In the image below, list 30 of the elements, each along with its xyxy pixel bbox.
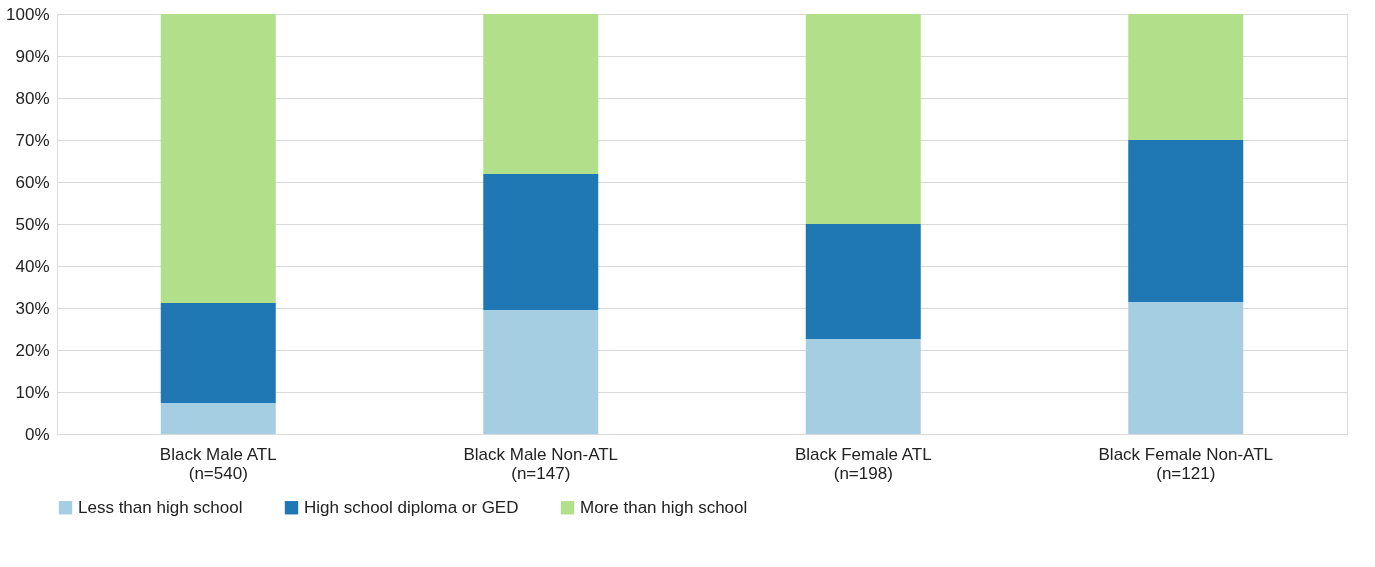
legend-label: Less than high school <box>78 497 243 517</box>
bar <box>160 14 276 303</box>
legend-label: More than high school <box>580 497 748 517</box>
y-tick-label: 10% <box>15 382 50 402</box>
y-tick-label: 90% <box>15 46 50 66</box>
legend-label: High school diploma or GED <box>304 497 519 517</box>
y-tick-label: 40% <box>15 256 50 276</box>
y-tick-label: 50% <box>15 214 50 234</box>
y-tick-label: 30% <box>15 298 50 318</box>
bar <box>483 174 599 311</box>
bar <box>805 224 921 340</box>
bar <box>805 14 921 224</box>
bar <box>160 402 276 434</box>
y-tick-label: 0% <box>24 424 50 444</box>
y-tick-label: 70% <box>15 130 50 150</box>
bar <box>1128 14 1244 140</box>
x-tick-label: Black Female ATL (n=198) <box>794 444 932 483</box>
y-tick-label: 60% <box>15 172 50 192</box>
y-tick-label: 100% <box>6 4 50 24</box>
bar <box>1128 140 1244 303</box>
bar <box>1128 302 1244 434</box>
bar <box>160 302 276 403</box>
x-tick-label: Black Female Non-ATL (n=121) <box>1098 444 1273 483</box>
bar <box>805 339 921 434</box>
x-tick-label: Black Male Non-ATL (n=147) <box>463 444 619 483</box>
bar <box>483 310 599 434</box>
y-tick-label: 20% <box>15 340 50 360</box>
y-tick-label: 80% <box>15 88 50 108</box>
bar <box>483 14 599 175</box>
x-tick-label: Black Male ATL (n=540) <box>159 444 277 483</box>
